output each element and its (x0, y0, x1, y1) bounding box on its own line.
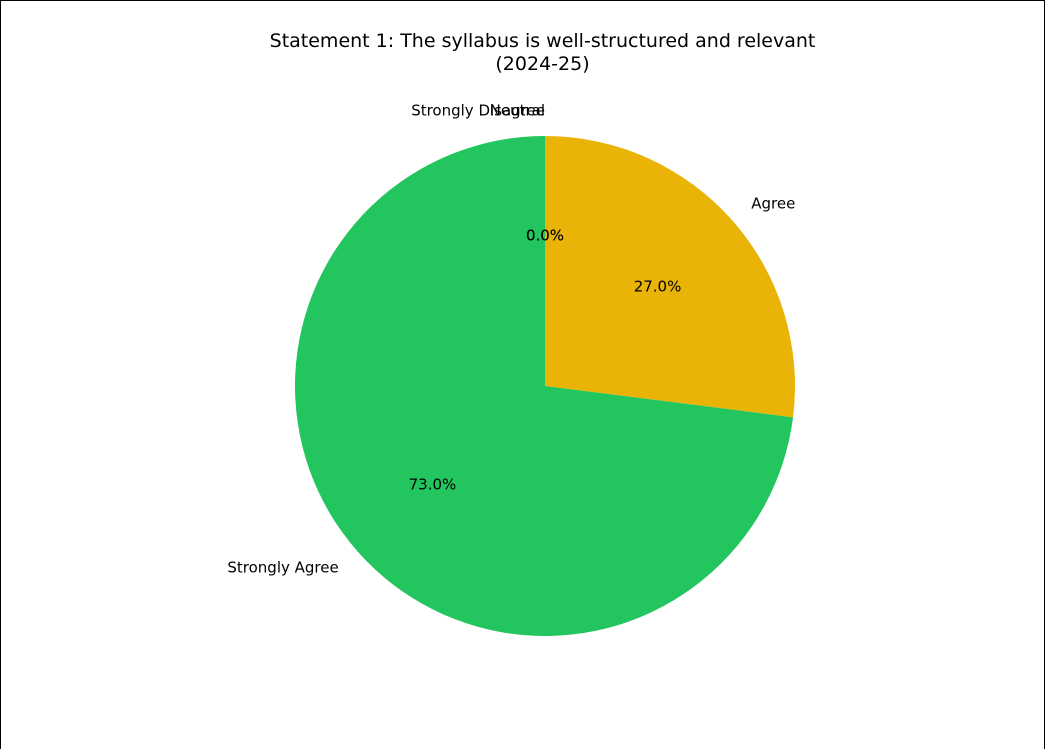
slice-label-strongly-disagree: Strongly Disagree (411, 102, 545, 120)
slice-pct-strongly-disagree: 0.0% (526, 227, 564, 245)
slice-label-strongly-agree: Strongly Agree (227, 558, 338, 576)
slice-label-neutral: Neutral (490, 102, 545, 120)
pie-slice-agree (545, 136, 796, 418)
pie-slice-strongly-agree (295, 136, 794, 636)
slice-pct-strongly-agree: 73.0% (409, 476, 457, 494)
chart-title-line1: Statement 1: The syllabus is well-struct… (269, 30, 816, 52)
slice-pct-neutral: 0.0% (526, 227, 564, 245)
slice-pct-agree: 27.0% (634, 277, 682, 295)
chart-title: Statement 1: The syllabus is well-struct… (0, 30, 1045, 76)
slice-label-agree: Agree (751, 195, 795, 213)
chart-title-line2: (2024-25) (495, 53, 590, 75)
